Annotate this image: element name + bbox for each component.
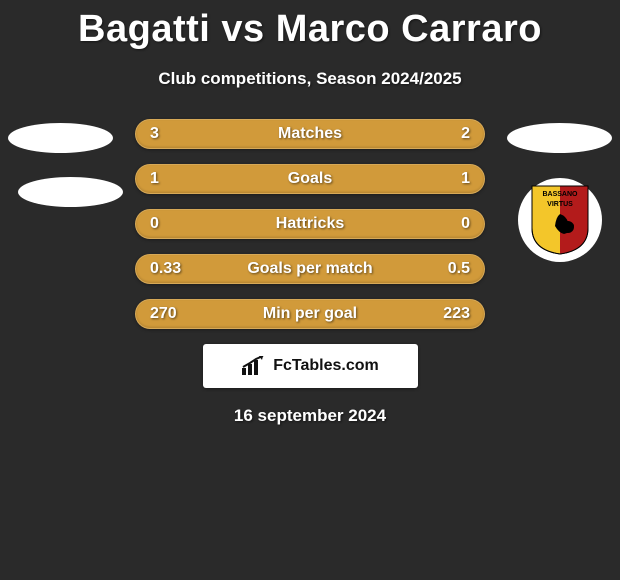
stat-left-value: 0 bbox=[150, 215, 159, 233]
fctables-logo[interactable]: FcTables.com bbox=[203, 344, 418, 388]
stat-left-value: 0.33 bbox=[150, 260, 181, 278]
stat-row-hattricks: 0 Hattricks 0 bbox=[135, 209, 485, 239]
stat-label: Matches bbox=[278, 125, 342, 143]
stat-label: Min per goal bbox=[263, 305, 357, 323]
team-crest: BASSANO VIRTUS bbox=[518, 178, 602, 262]
stat-row-goals-per-match: 0.33 Goals per match 0.5 bbox=[135, 254, 485, 284]
bassano-virtus-crest-icon: BASSANO VIRTUS bbox=[530, 184, 590, 256]
stat-label: Hattricks bbox=[276, 215, 344, 233]
player-right-slot-1 bbox=[507, 123, 612, 153]
player-left-slot-2 bbox=[18, 177, 123, 207]
stat-row-min-per-goal: 270 Min per goal 223 bbox=[135, 299, 485, 329]
page-title: Bagatti vs Marco Carraro bbox=[0, 0, 620, 51]
stat-left-value: 3 bbox=[150, 125, 159, 143]
brand-text: FcTables.com bbox=[273, 357, 379, 375]
stats-container: 3 Matches 2 1 Goals 1 0 Hattricks 0 0.33… bbox=[135, 119, 485, 329]
stat-row-matches: 3 Matches 2 bbox=[135, 119, 485, 149]
stat-right-value: 0.5 bbox=[448, 260, 470, 278]
stat-row-goals: 1 Goals 1 bbox=[135, 164, 485, 194]
bars-icon bbox=[241, 356, 265, 376]
stat-label: Goals bbox=[288, 170, 332, 188]
stat-right-value: 2 bbox=[461, 125, 470, 143]
stat-left-value: 270 bbox=[150, 305, 177, 323]
stat-left-value: 1 bbox=[150, 170, 159, 188]
stat-right-value: 1 bbox=[461, 170, 470, 188]
player-left-slot-1 bbox=[8, 123, 113, 153]
page-subtitle: Club competitions, Season 2024/2025 bbox=[0, 69, 620, 89]
stat-label: Goals per match bbox=[247, 260, 372, 278]
stat-right-value: 0 bbox=[461, 215, 470, 233]
snapshot-date: 16 september 2024 bbox=[0, 406, 620, 426]
svg-text:VIRTUS: VIRTUS bbox=[547, 201, 573, 208]
stat-right-value: 223 bbox=[443, 305, 470, 323]
svg-text:BASSANO: BASSANO bbox=[542, 191, 578, 198]
